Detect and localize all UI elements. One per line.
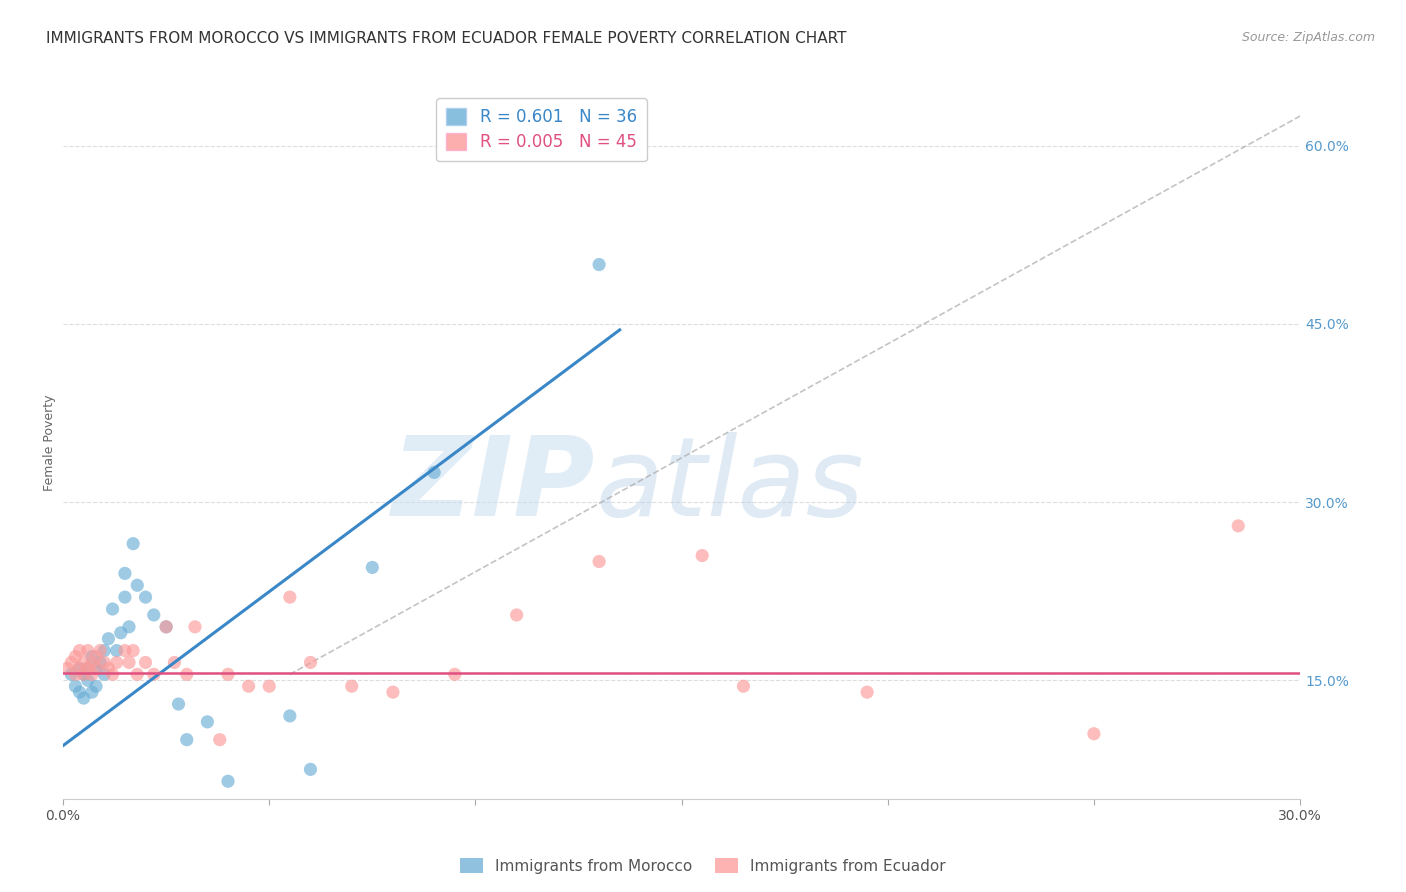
Point: [257, 679, 280, 693]
Point: [93, 656, 115, 670]
Point: [84, 661, 107, 675]
Point: [135, 656, 157, 670]
Point: [142, 607, 165, 622]
Point: [80, 667, 103, 681]
Y-axis label: Female Poverty: Female Poverty: [44, 394, 56, 491]
Point: [84, 679, 107, 693]
Point: [93, 667, 115, 681]
Point: [97, 661, 120, 675]
Point: [73, 667, 96, 681]
Legend: Immigrants from Morocco, Immigrants from Ecuador: Immigrants from Morocco, Immigrants from…: [454, 852, 952, 880]
Point: [122, 537, 145, 551]
Point: [361, 560, 384, 574]
Point: [105, 643, 128, 657]
Point: [118, 620, 141, 634]
Point: [208, 732, 231, 747]
Point: [56, 661, 79, 675]
Point: [155, 620, 177, 634]
Point: [195, 714, 218, 729]
Point: [505, 607, 527, 622]
Point: [588, 258, 610, 272]
Point: [856, 685, 879, 699]
Point: [278, 709, 301, 723]
Point: [142, 667, 165, 681]
Text: atlas: atlas: [595, 432, 863, 539]
Point: [76, 661, 98, 675]
Point: [76, 643, 98, 657]
Point: [80, 656, 103, 670]
Point: [690, 549, 713, 563]
Point: [84, 661, 107, 675]
Point: [1083, 727, 1105, 741]
Point: [114, 590, 136, 604]
Point: [65, 667, 87, 681]
Point: [135, 590, 157, 604]
Point: [89, 643, 111, 657]
Point: [65, 649, 87, 664]
Point: [217, 667, 239, 681]
Point: [101, 667, 124, 681]
Point: [278, 590, 301, 604]
Point: [73, 667, 96, 681]
Point: [114, 643, 136, 657]
Point: [60, 667, 83, 681]
Point: [69, 661, 91, 675]
Point: [163, 656, 186, 670]
Point: [105, 656, 128, 670]
Point: [443, 667, 465, 681]
Point: [176, 732, 198, 747]
Point: [80, 649, 103, 664]
Point: [127, 578, 149, 592]
Point: [69, 685, 91, 699]
Point: [76, 673, 98, 688]
Point: [423, 466, 446, 480]
Point: [184, 620, 207, 634]
Point: [118, 656, 141, 670]
Point: [122, 643, 145, 657]
Text: IMMIGRANTS FROM MOROCCO VS IMMIGRANTS FROM ECUADOR FEMALE POVERTY CORRELATION CH: IMMIGRANTS FROM MOROCCO VS IMMIGRANTS FR…: [46, 31, 846, 46]
Point: [733, 679, 755, 693]
Point: [65, 679, 87, 693]
Point: [127, 667, 149, 681]
Text: Source: ZipAtlas.com: Source: ZipAtlas.com: [1241, 31, 1375, 45]
Point: [217, 774, 239, 789]
Point: [84, 649, 107, 664]
Point: [80, 685, 103, 699]
Point: [299, 656, 322, 670]
Point: [69, 661, 91, 675]
Point: [93, 643, 115, 657]
Legend: R = 0.601   N = 36, R = 0.005   N = 45: R = 0.601 N = 36, R = 0.005 N = 45: [436, 98, 647, 161]
Point: [114, 566, 136, 581]
Point: [155, 620, 177, 634]
Point: [60, 656, 83, 670]
Point: [340, 679, 363, 693]
Point: [588, 554, 610, 568]
Point: [1227, 519, 1250, 533]
Point: [176, 667, 198, 681]
Point: [381, 685, 404, 699]
Text: ZIP: ZIP: [391, 432, 595, 539]
Point: [110, 625, 132, 640]
Point: [299, 763, 322, 777]
Point: [97, 632, 120, 646]
Point: [69, 643, 91, 657]
Point: [167, 697, 190, 711]
Point: [101, 602, 124, 616]
Point: [73, 656, 96, 670]
Point: [238, 679, 260, 693]
Point: [89, 656, 111, 670]
Point: [73, 691, 96, 706]
Point: [76, 661, 98, 675]
